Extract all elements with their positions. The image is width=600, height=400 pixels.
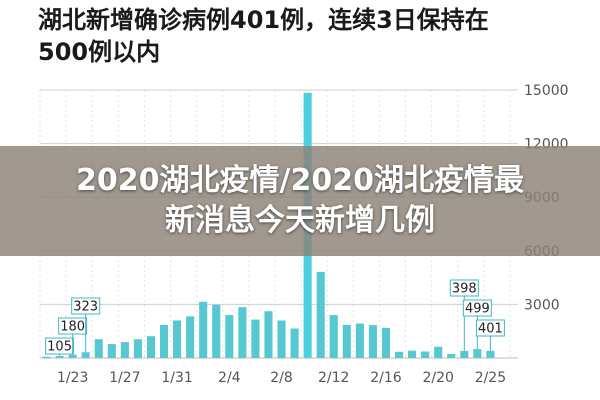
bar-2-14 <box>355 323 364 358</box>
headline-line-2: 500例以内 <box>38 38 161 66</box>
bar-2-12 <box>329 315 338 358</box>
bar-1-29 <box>146 336 156 358</box>
bar-2-6 <box>251 319 260 358</box>
callout-box <box>71 297 101 315</box>
bar-1-21 <box>42 356 51 358</box>
annotation-layer: 105 180 323 398 499 401 <box>45 279 505 357</box>
bar-1-24 <box>81 352 90 358</box>
callout-box <box>58 317 88 335</box>
callout-box <box>462 299 492 317</box>
bar-2-2 <box>199 301 208 358</box>
bar-2-23 <box>473 349 482 358</box>
bar-2-22 <box>460 350 469 358</box>
headline-line-1: 湖北新增确诊病例401例，连续3日保持在 <box>38 6 489 34</box>
x-tick-label: 2/8 <box>270 370 293 386</box>
x-tick-label: 2/16 <box>370 370 402 386</box>
bar-2-24 <box>486 350 495 358</box>
bar-2-9 <box>290 328 299 358</box>
chart-headline: 湖北新增确诊病例401例，连续3日保持在 500例以内 <box>38 4 578 68</box>
callout-box <box>475 319 505 337</box>
bar-2-3 <box>212 304 221 358</box>
bar-1-22 <box>55 356 64 358</box>
y-tick-label: 15000 <box>524 83 569 99</box>
bar-2-15 <box>368 325 377 358</box>
bar-2-13 <box>342 324 351 358</box>
x-axis: 1/23 1/27 1/31 2/4 2/8 2/12 2/16 2/20 2/25 <box>57 370 506 386</box>
bar-2-11 <box>316 271 325 358</box>
x-tick-label: 1/31 <box>161 370 192 386</box>
bar-1-27 <box>120 342 129 358</box>
bar-2-18 <box>408 350 417 358</box>
callout-label: 398 <box>452 282 477 297</box>
bar-2-16 <box>381 327 391 358</box>
bar-2-21 <box>447 353 456 358</box>
x-tick-label: 2/25 <box>475 370 506 386</box>
bar-2-4 <box>225 315 234 358</box>
bar-1-25 <box>94 339 103 358</box>
bar-1-30 <box>159 324 169 358</box>
bar-2-17 <box>394 351 404 358</box>
callout-box <box>45 337 75 355</box>
banner-line-1: 2020湖北疫情/2020湖北疫情最 <box>76 163 524 198</box>
x-tick-label: 2/12 <box>318 370 349 386</box>
banner-line-2: 新消息今天新增几例 <box>165 203 435 238</box>
x-tick-label: 1/23 <box>57 370 88 386</box>
bar-1-28 <box>133 339 142 358</box>
x-tick-label: 2/20 <box>422 370 453 386</box>
bar-1-31 <box>173 320 182 358</box>
callout-label: 180 <box>60 320 85 335</box>
bar-2-7 <box>264 311 273 358</box>
callout-box <box>449 279 479 297</box>
x-tick-label: 1/27 <box>109 370 140 386</box>
bar-2-1 <box>186 316 195 358</box>
bar-2-20 <box>434 346 443 358</box>
y-tick-label: 3000 <box>524 297 560 313</box>
x-tick-label: 2/4 <box>218 370 241 386</box>
callout-label: 401 <box>478 322 503 337</box>
bar-1-26 <box>107 344 116 358</box>
callout-label: 323 <box>73 300 98 315</box>
bar-2-8 <box>277 320 286 358</box>
bar-2-5 <box>238 307 247 358</box>
callout-label: 499 <box>465 302 490 317</box>
bar-2-19 <box>421 351 430 358</box>
bar-1-23 <box>68 354 77 358</box>
title-banner: 2020湖北疫情/2020湖北疫情最 新消息今天新增几例 <box>0 146 600 256</box>
callout-label: 105 <box>47 340 72 355</box>
